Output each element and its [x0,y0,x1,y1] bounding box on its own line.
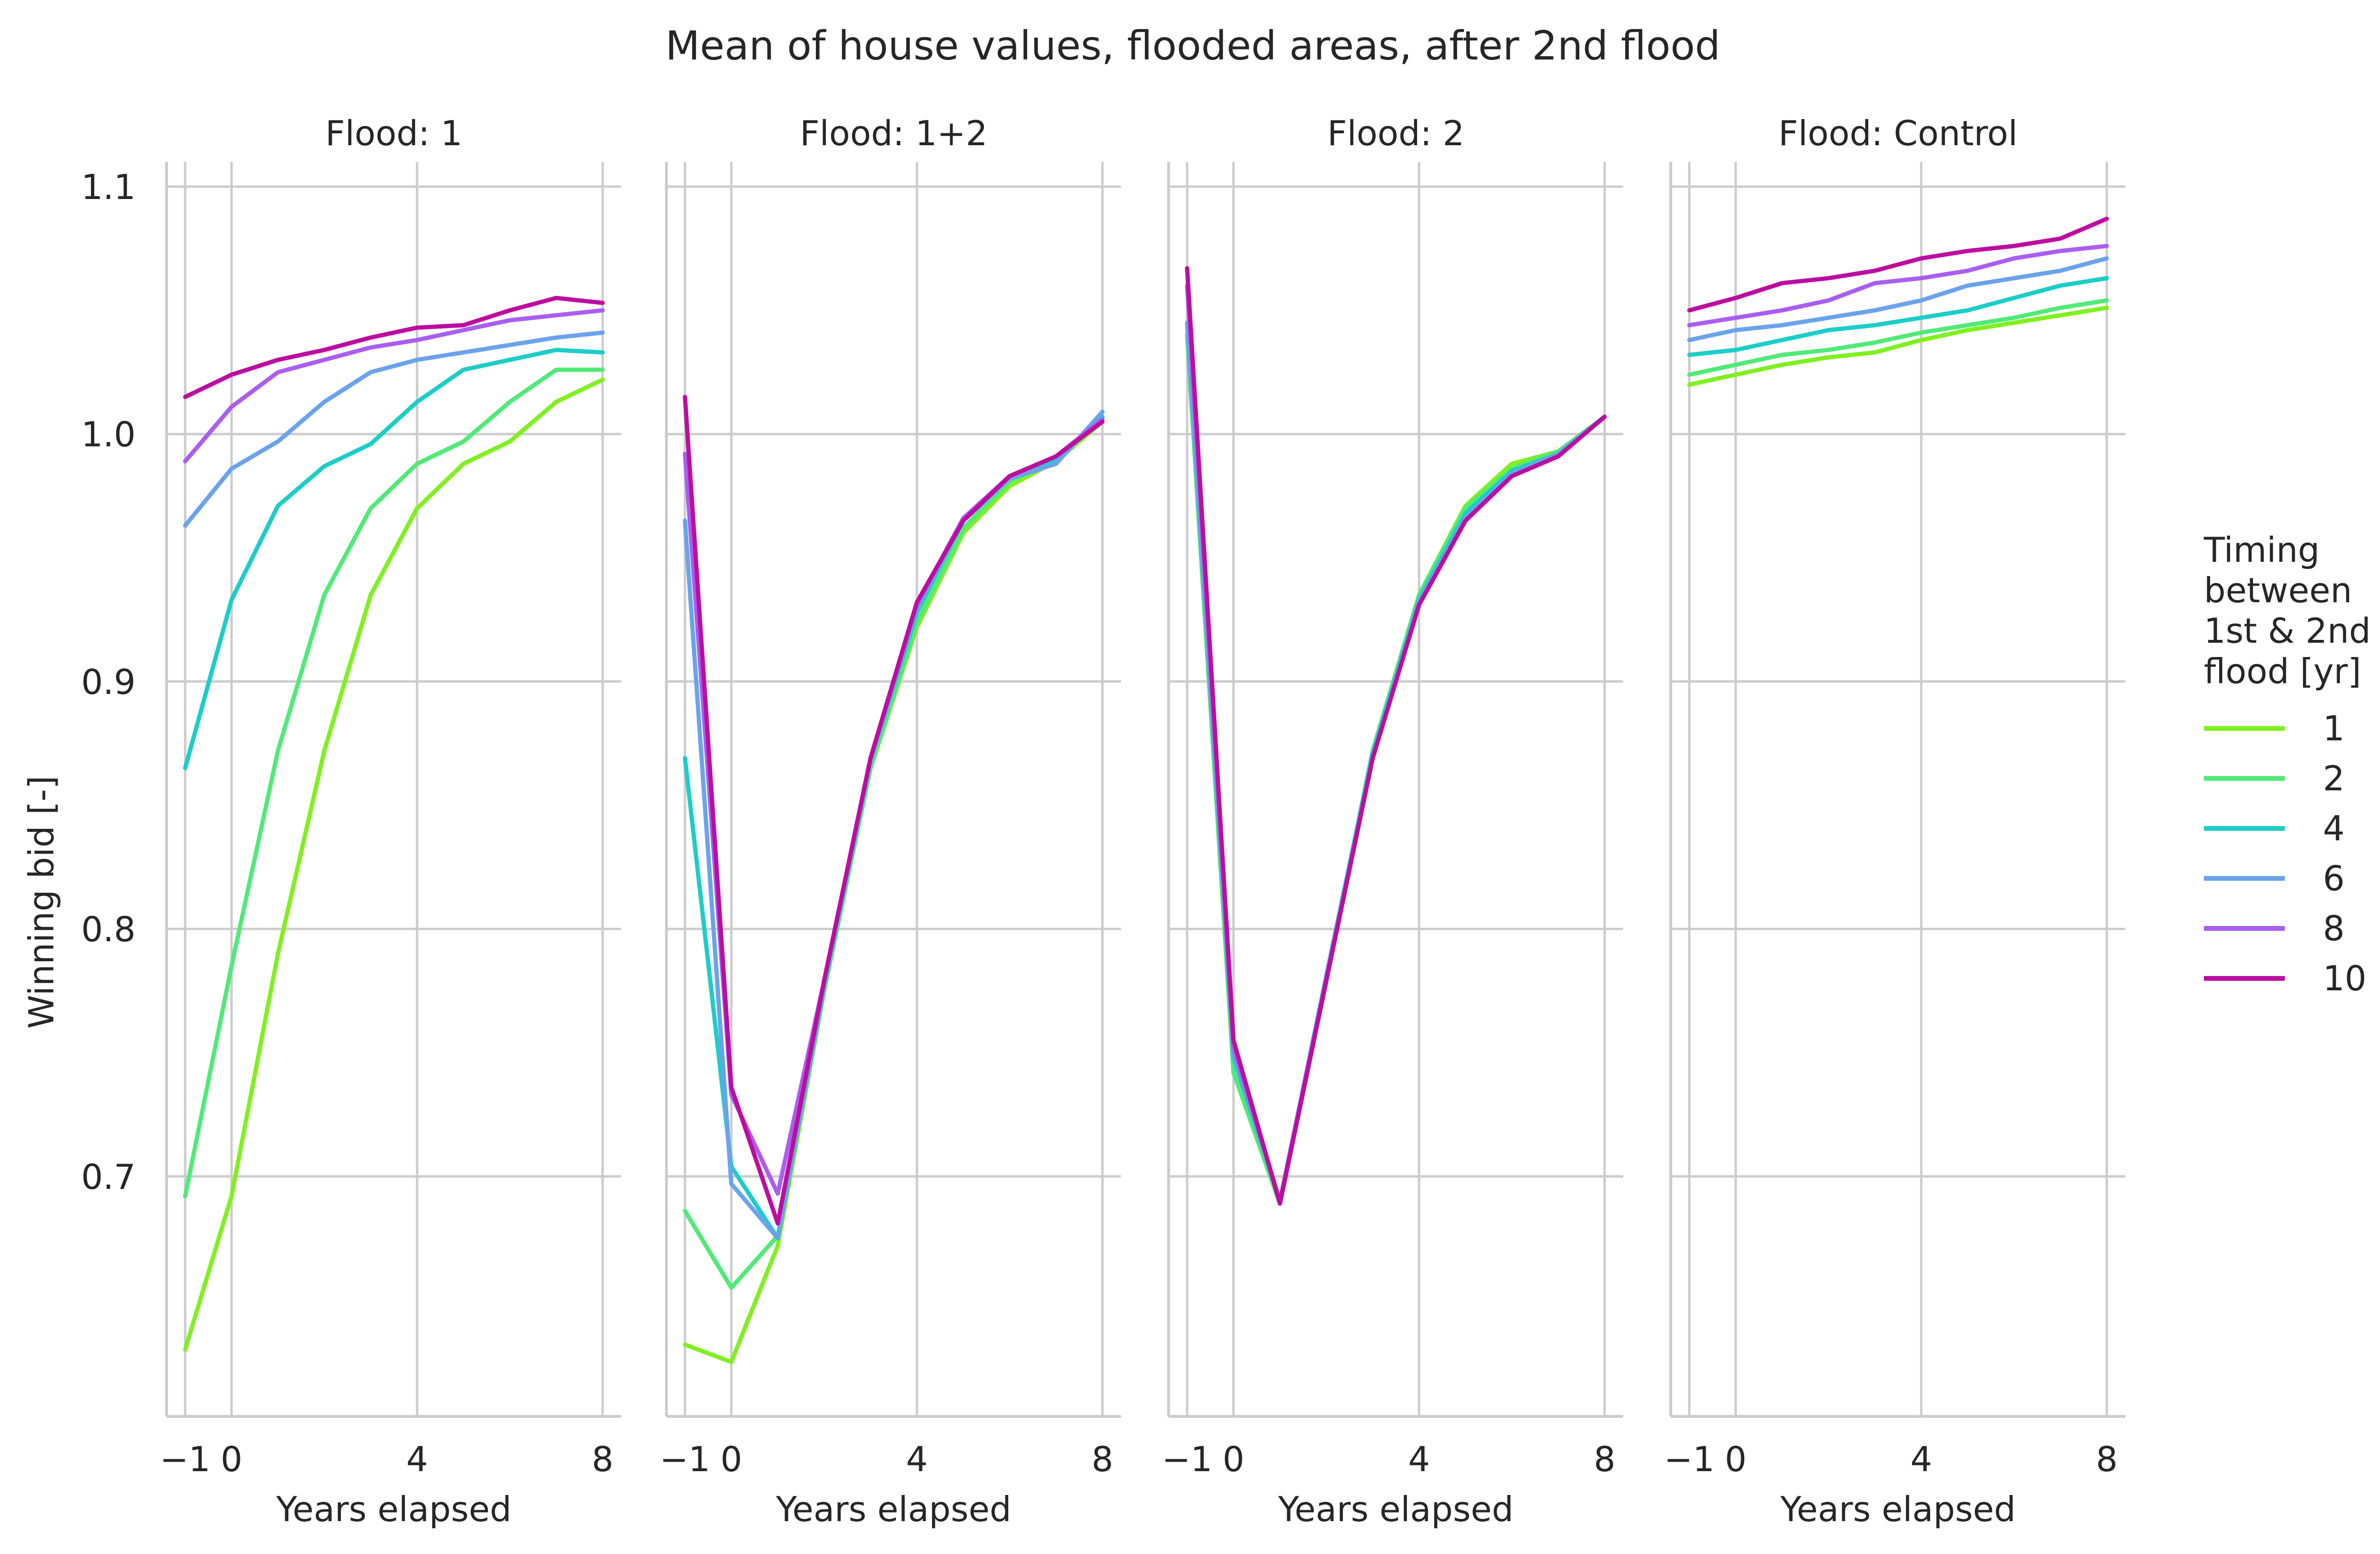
panel-3: Flood: 2 −1 0 4 8 Years elapsed [1162,113,1623,1529]
x-tick-label: 0 [721,1439,743,1479]
series-line-8 [1687,244,2109,328]
series-line-1 [1687,306,2109,387]
legend-label-6: 6 [2323,858,2345,898]
legend-label-4: 4 [2323,808,2345,848]
series-line-10 [183,296,605,399]
series-line-4 [183,348,605,770]
x-tick-label: 0 [1725,1439,1747,1479]
x-axis-label: Years elapsed [775,1489,1011,1529]
series-line-4 [1687,276,2109,357]
x-tick-label: −1 [660,1439,710,1479]
x-tick-label: 8 [1594,1439,1616,1479]
x-tick-label: 8 [1091,1439,1113,1479]
series-line-6 [183,330,605,528]
series-line-10 [683,395,1105,1226]
panel-title: Flood: 1+2 [800,113,987,153]
legend-label-1: 1 [2323,708,2345,748]
legend-label-8: 8 [2323,908,2345,948]
x-tick-label: 8 [2096,1439,2118,1479]
y-tick-label: 0.9 [81,662,136,702]
x-tick-label: 4 [1408,1439,1430,1479]
series-line-1 [183,377,605,1352]
series-line-10 [1185,266,1607,1206]
legend-label-10: 10 [2323,958,2367,998]
legend-title-line: flood [yr] [2204,651,2361,691]
series-line-10 [1687,217,2109,313]
series-line-2 [1687,298,2109,377]
x-tick-label: −1 [1162,1439,1212,1479]
series-line-2 [183,368,605,1198]
legend-title-line: between [2204,570,2352,610]
x-axis-label: Years elapsed [1278,1489,1513,1529]
panel-1: Flood: 1 −1 0 4 8 Years elapsed 0.7 0.8 0.9 1.0 1.… [81,113,621,1529]
panel-2: Flood: 1+2 −1 0 4 8 Years elapsed [660,113,1121,1529]
x-axis-label: Years elapsed [276,1489,511,1529]
x-tick-label: 8 [592,1439,614,1479]
legend-title-line: 1st & 2nd [2204,611,2371,651]
x-axis-label: Years elapsed [1780,1489,2015,1529]
chart-title: Mean of house values, flooded areas, aft… [665,22,1720,69]
x-tick-label: −1 [160,1439,210,1479]
y-tick-label: 0.7 [81,1157,136,1197]
x-tick-label: 0 [221,1439,243,1479]
legend-title-line: Timing [2203,530,2320,570]
legend-label-2: 2 [2323,758,2345,798]
series-line-8 [183,308,605,464]
x-tick-label: 4 [1910,1439,1932,1479]
y-tick-label: 1.1 [81,167,136,207]
y-tick-label: 0.8 [81,909,136,949]
panel-4: Flood: Control −1 0 4 8 Years elapsed [1664,113,2125,1529]
y-axis-label: Winning bid [-] [21,776,61,1029]
x-tick-label: −1 [1664,1439,1715,1479]
panel-title: Flood: 1 [325,113,462,153]
panel-title: Flood: 2 [1327,113,1464,153]
x-tick-label: 4 [406,1439,428,1479]
panel-title: Flood: Control [1778,113,2018,153]
x-tick-label: 0 [1223,1439,1245,1479]
x-tick-label: 4 [906,1439,928,1479]
y-tick-label: 1.0 [81,415,136,455]
series-line-6 [1687,256,2109,342]
